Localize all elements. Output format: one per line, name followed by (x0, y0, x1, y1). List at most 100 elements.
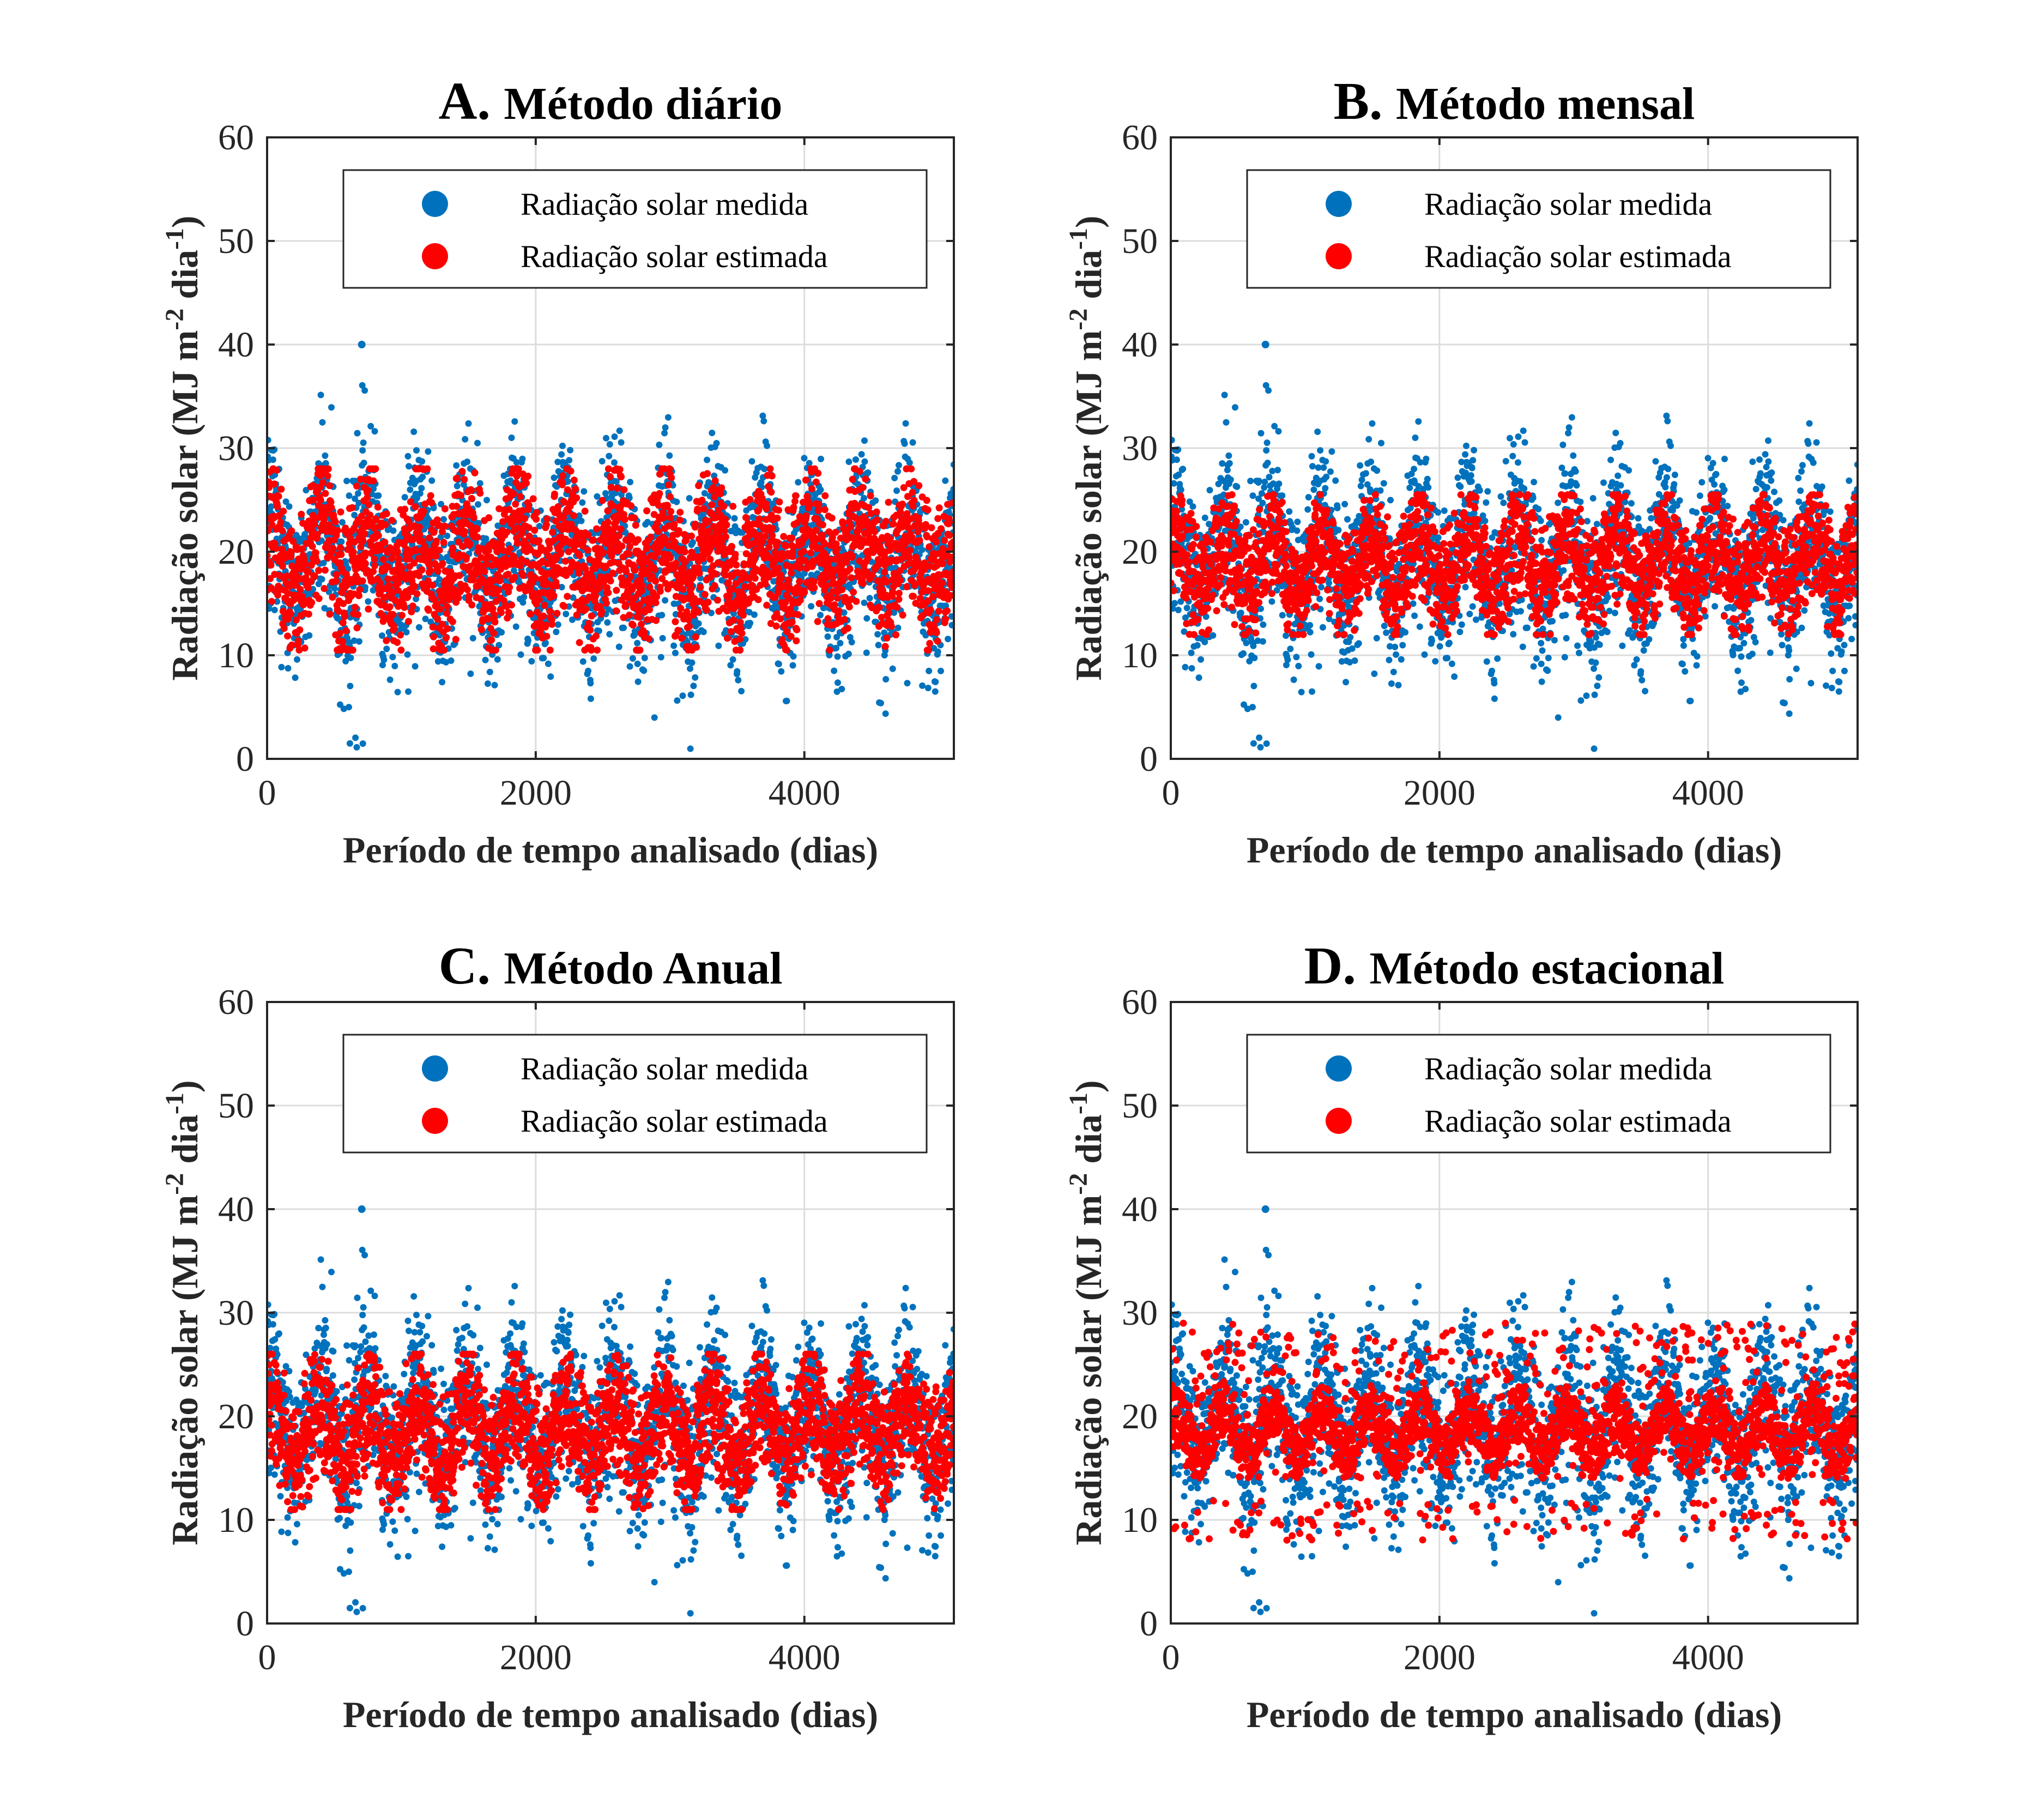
point-measured (595, 627, 602, 635)
point-estimated (470, 514, 477, 521)
point-estimated (626, 611, 633, 619)
point-measured (528, 658, 535, 665)
point-estimated (814, 469, 822, 477)
point-measured (342, 657, 349, 665)
point-estimated (826, 647, 833, 654)
point-estimated (533, 509, 541, 516)
point-measured (444, 533, 451, 539)
point-measured (932, 688, 939, 695)
point-estimated (595, 554, 603, 562)
point-measured (379, 661, 386, 668)
point-measured (845, 458, 852, 465)
point-measured (909, 439, 916, 446)
point-estimated (553, 582, 560, 590)
point-measured (434, 658, 442, 665)
point-estimated (362, 550, 369, 557)
point-measured (738, 687, 745, 695)
point-estimated (424, 465, 431, 473)
point-measured (748, 458, 755, 465)
point-estimated (364, 494, 371, 502)
point-estimated (773, 610, 781, 618)
point-estimated (311, 521, 318, 528)
point-measured (415, 624, 422, 631)
point-estimated (680, 564, 687, 572)
point-estimated (788, 569, 795, 577)
point-measured (919, 682, 926, 689)
point-estimated (504, 614, 511, 622)
point-estimated (738, 630, 746, 637)
point-estimated (560, 514, 567, 521)
point-estimated (531, 574, 539, 582)
point-estimated (847, 523, 855, 530)
point-estimated (287, 548, 295, 556)
point-estimated (389, 611, 397, 618)
point-estimated (604, 507, 612, 515)
point-estimated (361, 530, 368, 538)
point-measured (367, 422, 374, 430)
point-estimated (500, 597, 507, 605)
point-estimated (466, 540, 473, 547)
point-estimated (617, 526, 625, 533)
point-estimated (584, 546, 592, 554)
point-measured (626, 663, 633, 670)
point-estimated (724, 579, 732, 587)
point-estimated (449, 544, 457, 552)
point-estimated (424, 577, 432, 584)
point-measured (405, 688, 412, 695)
point-estimated (627, 502, 635, 510)
point-measured (467, 670, 474, 677)
point-measured (866, 595, 873, 602)
point-estimated (376, 579, 384, 587)
point-measured (840, 609, 848, 616)
point-estimated (342, 627, 350, 635)
point-measured (704, 456, 711, 463)
point-measured (286, 503, 293, 510)
point-estimated (768, 472, 776, 480)
point-measured (588, 605, 595, 612)
point-estimated (505, 505, 513, 513)
point-measured (715, 642, 722, 649)
point-estimated (289, 538, 297, 545)
point-estimated (621, 516, 628, 523)
point-measured (672, 649, 679, 656)
point-estimated (814, 618, 821, 625)
point-estimated (631, 514, 638, 522)
point-measured (315, 581, 322, 588)
point-measured (727, 662, 734, 669)
point-measured (542, 639, 549, 647)
point-measured (604, 619, 611, 626)
point-measured (848, 638, 855, 645)
point-estimated (449, 618, 456, 625)
point-estimated (301, 560, 309, 568)
point-estimated (477, 626, 485, 633)
point-estimated (292, 581, 300, 589)
point-estimated (298, 510, 305, 518)
point-estimated (506, 545, 513, 553)
point-estimated (604, 589, 612, 596)
point-estimated (773, 514, 781, 522)
point-estimated (334, 527, 342, 534)
point-estimated (498, 541, 505, 548)
point-estimated (267, 575, 274, 582)
point-estimated (598, 497, 606, 504)
point-estimated (652, 577, 660, 585)
point-measured (498, 629, 505, 636)
point-measured (438, 500, 445, 508)
point-measured (475, 520, 482, 527)
point-estimated (340, 600, 347, 607)
point-measured (352, 495, 359, 502)
point-estimated (618, 473, 625, 481)
point-measured (428, 477, 436, 484)
point-estimated (529, 495, 537, 503)
point-estimated (443, 609, 451, 617)
point-measured (318, 576, 325, 583)
point-measured (419, 458, 426, 465)
point-estimated (802, 476, 809, 484)
point-measured (833, 633, 840, 641)
point-estimated (468, 494, 475, 502)
point-measured (317, 391, 324, 399)
point-estimated (784, 576, 792, 584)
point-estimated (686, 623, 693, 630)
point-estimated (411, 583, 419, 590)
point-measured (846, 633, 854, 641)
